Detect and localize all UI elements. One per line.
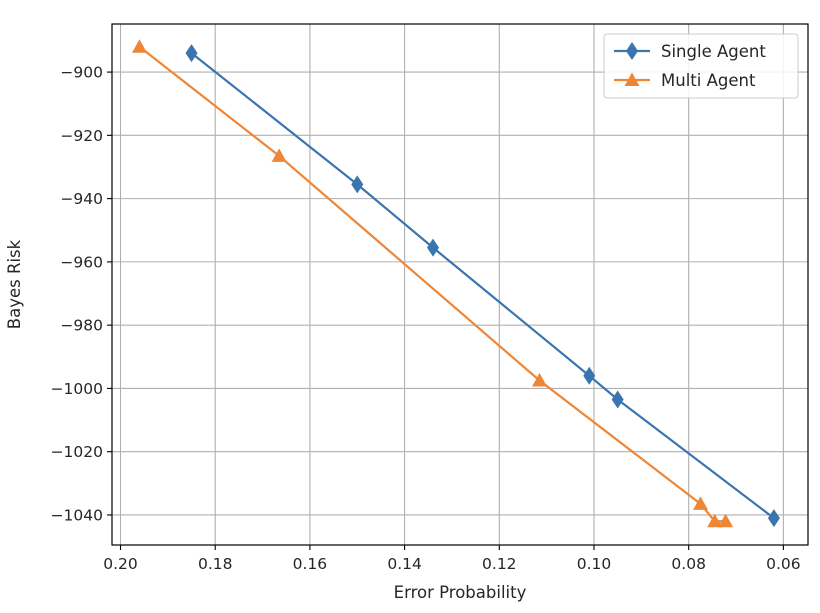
data-point-single-agent	[351, 175, 364, 194]
x-tick-label: 0.08	[671, 555, 706, 573]
x-tick-label: 0.12	[482, 555, 517, 573]
data-point-multi-agent	[707, 513, 723, 528]
y-tick-label: −960	[60, 253, 103, 271]
data-point-single-agent	[427, 238, 440, 257]
plot-frame	[111, 23, 809, 546]
grid	[112, 24, 808, 545]
x-tick-label: 0.20	[103, 555, 138, 573]
data-point-multi-agent	[718, 513, 734, 528]
legend-label-single-agent: Single Agent	[661, 42, 766, 61]
y-tick-label: −940	[60, 190, 103, 208]
data-point-multi-agent	[693, 496, 709, 510]
y-tick-label: −1020	[51, 443, 103, 461]
series-line-single-agent	[190, 52, 775, 519]
legend-label-multi-agent: Multi Agent	[661, 71, 756, 90]
series-layer	[131, 39, 780, 528]
data-point-single-agent	[611, 390, 624, 409]
ticks: 0.20 0.18 0.16 0.14 0.12 0.10 0.08 0.06 −900 −920…	[51, 64, 801, 573]
series-multi-agent	[131, 39, 734, 528]
legend-marker-multi-agent	[624, 72, 640, 86]
x-tick-label: 0.18	[198, 555, 233, 573]
y-tick-label: −980	[60, 317, 103, 335]
legend-marker-single-agent	[626, 42, 638, 60]
data-point-multi-agent	[271, 148, 287, 162]
y-axis-label: Bayes Risk	[5, 239, 24, 329]
y-tick-label: −920	[60, 127, 103, 145]
x-tick-label: 0.16	[293, 555, 328, 573]
data-point-single-agent	[583, 366, 596, 385]
y-tick-label: −1000	[51, 380, 103, 398]
y-tick-label: −1040	[51, 506, 103, 524]
x-tick-label: 0.14	[387, 555, 422, 573]
data-point-single-agent	[767, 509, 780, 528]
legend: Single Agent Multi Agent	[603, 33, 799, 99]
legend-box	[603, 33, 799, 99]
x-tick-label: 0.10	[577, 555, 612, 573]
x-axis-label: Error Probability	[394, 583, 527, 602]
x-tick-label: 0.06	[766, 555, 801, 573]
data-point-single-agent	[185, 44, 198, 63]
data-point-multi-agent	[131, 39, 147, 53]
y-tick-label: −900	[60, 64, 103, 82]
series-single-agent	[185, 44, 780, 528]
data-point-multi-agent	[532, 373, 548, 387]
